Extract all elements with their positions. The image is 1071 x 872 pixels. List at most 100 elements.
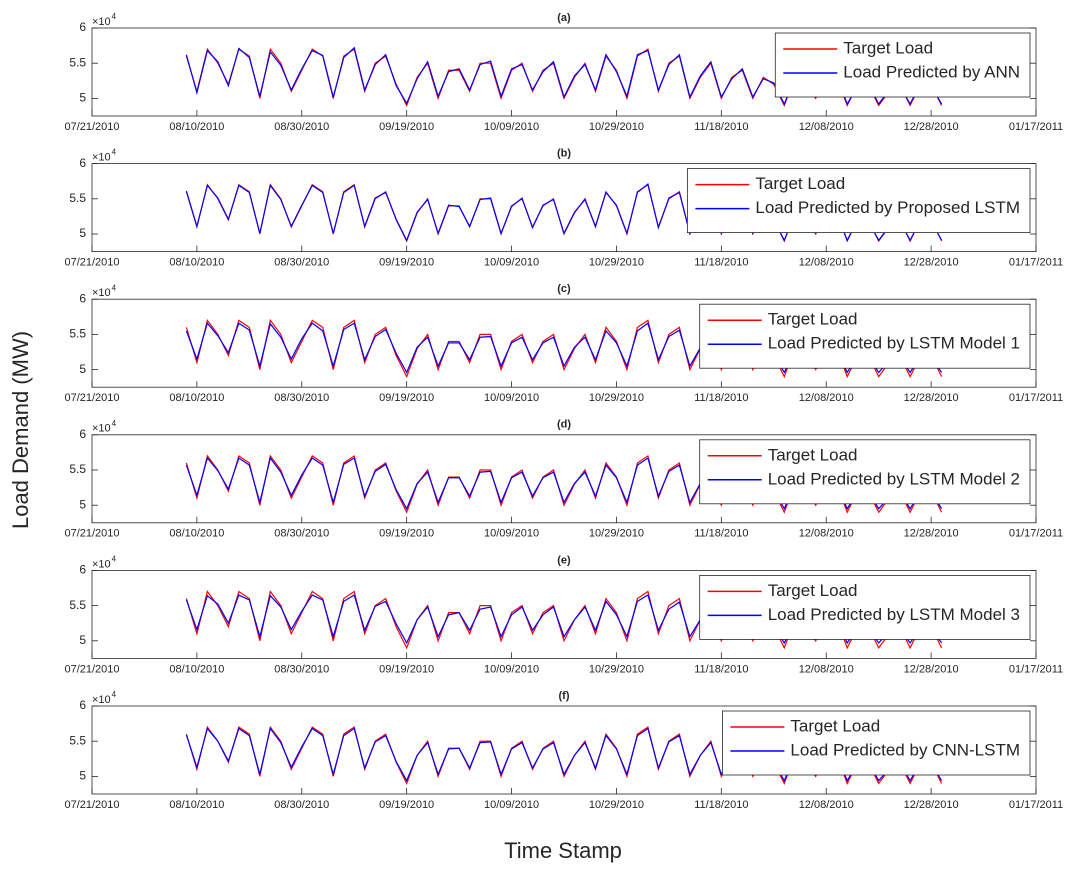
x-tick-label: 10/09/2010 [484, 528, 539, 540]
x-tick-label: 08/10/2010 [169, 528, 224, 540]
x-tick-label: 08/10/2010 [169, 663, 224, 675]
x-tick-label: 01/17/2011 [1009, 121, 1063, 133]
x-tick-label: 11/18/2010 [694, 528, 748, 540]
x-tick-label: 09/19/2010 [379, 663, 434, 675]
legend-label: Target Load [768, 581, 858, 600]
x-tick-label: 08/30/2010 [274, 663, 329, 675]
axes-box [91, 570, 1037, 659]
y-multiplier-power: 4 [112, 12, 117, 21]
legend-label: Load Predicted by CNN-LSTM [790, 740, 1020, 759]
data-line [185, 47, 943, 107]
legend-box [686, 168, 1031, 234]
x-tick-label: 12/28/2010 [904, 121, 959, 133]
x-tick-label: 10/29/2010 [589, 528, 644, 540]
x-tick-label: 10/09/2010 [484, 663, 539, 675]
x-tick-label: 07/21/2010 [64, 392, 119, 404]
x-tick-label: 01/17/2011 [1009, 257, 1063, 269]
subplot: (c) 5 5.5 6 07/21/2010 08/10/2010 08/30/2010 09… [64, 283, 1063, 404]
x-tick-label: 01/17/2011 [1009, 392, 1063, 404]
subplot-title: (a) [557, 12, 571, 24]
x-tick-label: 10/29/2010 [589, 663, 644, 675]
x-tick-label: 08/30/2010 [274, 799, 329, 811]
x-tick-label: 10/29/2010 [589, 392, 644, 404]
legend-label: Load Predicted by ANN [843, 62, 1020, 81]
y-multiplier: ×10 [92, 558, 111, 570]
subplot: (e) 5 5.5 6 07/21/2010 08/10/2010 08/30/2010 09… [64, 554, 1063, 675]
y-multiplier: ×10 [92, 16, 111, 28]
x-tick-label: 12/08/2010 [799, 121, 854, 133]
legend: Target Load Load Predicted by LSTM Model … [699, 439, 1031, 505]
subplot-title: (f) [559, 690, 570, 702]
legend-label: Target Load [790, 716, 880, 735]
axes-box [91, 298, 1037, 388]
y-tick-label: 5.5 [69, 462, 86, 476]
x-tick-label: 10/09/2010 [484, 392, 539, 404]
axes-box [91, 163, 1037, 253]
x-tick-label: 08/10/2010 [169, 121, 224, 133]
legend: Target Load Load Predicted by Proposed LS… [686, 168, 1031, 234]
x-tick-label: 07/21/2010 [64, 257, 119, 269]
subplot-title: (d) [557, 419, 571, 431]
y-tick-label: 6 [79, 20, 86, 34]
legend-label: Load Predicted by LSTM Model 2 [768, 469, 1020, 488]
y-tick-label: 5.5 [69, 327, 86, 341]
x-tick-label: 08/30/2010 [274, 528, 329, 540]
x-tick-label: 09/19/2010 [379, 121, 434, 133]
legend-label: Target Load [768, 445, 858, 464]
y-multiplier-power: 4 [112, 148, 117, 157]
legend-box [699, 303, 1031, 369]
legend: Target Load Load Predicted by CNN-LSTM [722, 710, 1031, 776]
data-line [185, 454, 943, 514]
legend: Target Load Load Predicted by ANN [774, 32, 1031, 98]
legend-box [699, 575, 1031, 640]
y-tick-label: 5 [79, 633, 86, 647]
x-tick-label: 12/08/2010 [799, 392, 854, 404]
y-tick-label: 6 [79, 427, 86, 441]
subplot: (d) 5 5.5 6 07/21/2010 08/10/2010 08/30/2010 09… [64, 419, 1063, 540]
x-tick-label: 08/30/2010 [274, 392, 329, 404]
data-line [185, 590, 943, 650]
x-tick-label: 12/28/2010 [904, 799, 959, 811]
x-tick-label: 12/28/2010 [904, 392, 959, 404]
legend-label: Target Load [755, 174, 845, 193]
y-axis-label: Load Demand (MW) [8, 331, 33, 529]
y-tick-label: 6 [79, 698, 86, 712]
legend: Target Load Load Predicted by LSTM Model … [699, 575, 1031, 640]
y-multiplier: ×10 [92, 694, 111, 706]
x-tick-label: 09/19/2010 [379, 257, 434, 269]
y-multiplier-power: 4 [112, 555, 117, 564]
legend-label: Load Predicted by LSTM Model 3 [768, 605, 1020, 624]
legend: Target Load Load Predicted by LSTM Model … [699, 303, 1031, 369]
x-tick-label: 01/17/2011 [1009, 799, 1063, 811]
y-tick-label: 5.5 [69, 733, 86, 747]
x-tick-label: 12/08/2010 [799, 663, 854, 675]
x-tick-label: 11/18/2010 [694, 799, 748, 811]
y-tick-label: 5 [79, 362, 86, 376]
x-tick-label: 10/29/2010 [589, 121, 644, 133]
axes-box [91, 434, 1037, 524]
y-tick-label: 5 [79, 226, 86, 240]
x-tick-label: 10/09/2010 [484, 121, 539, 133]
x-tick-label: 10/29/2010 [589, 799, 644, 811]
x-tick-label: 08/10/2010 [169, 392, 224, 404]
y-tick-label: 5 [79, 91, 86, 105]
x-tick-label: 01/17/2011 [1009, 528, 1063, 540]
y-multiplier-power: 4 [112, 283, 117, 292]
y-tick-label: 6 [79, 563, 86, 577]
y-multiplier-power: 4 [112, 690, 117, 699]
legend-label: Target Load [843, 38, 933, 57]
x-tick-label: 07/21/2010 [64, 663, 119, 675]
y-multiplier: ×10 [92, 287, 111, 299]
x-tick-label: 08/30/2010 [274, 121, 329, 133]
x-tick-label: 10/29/2010 [589, 257, 644, 269]
axes-box [91, 705, 1037, 795]
subplot-title: (c) [557, 283, 571, 295]
legend-box [722, 710, 1031, 776]
x-tick-label: 11/18/2010 [694, 663, 748, 675]
y-tick-label: 6 [79, 291, 86, 305]
x-axis-label: Time Stamp [504, 838, 622, 863]
legend-label: Load Predicted by LSTM Model 1 [768, 334, 1020, 353]
subplot: (f) 5 5.5 6 07/21/2010 08/10/2010 08/30/2010 09… [64, 690, 1063, 811]
